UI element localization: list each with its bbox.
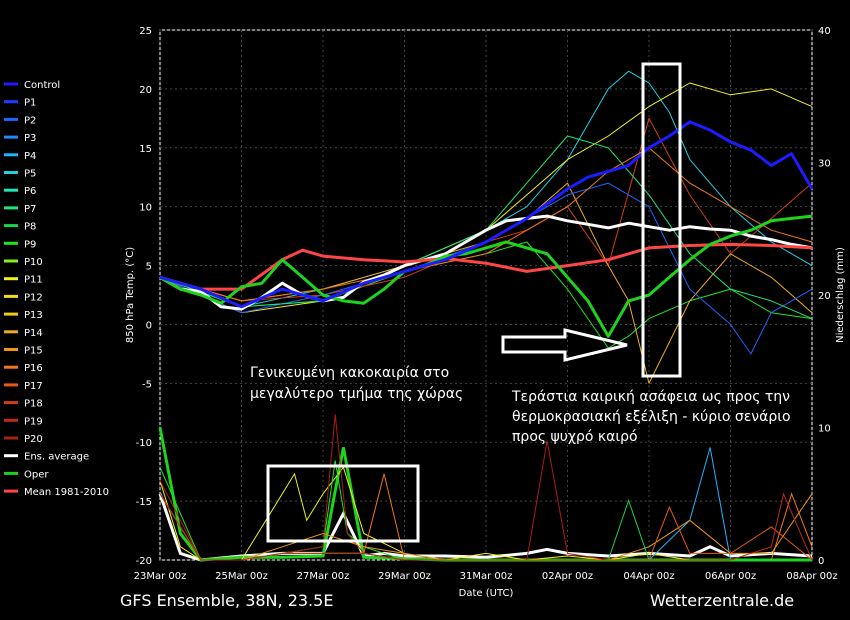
x-tick-label: 25Mar 00z <box>215 571 268 582</box>
x-tick-label: 31Mar 00z <box>460 571 513 582</box>
x-tick-label: 04Apr 00z <box>623 571 674 582</box>
y-left-ticks: 25 20 15 10 5 0 -5 -10 -15 -20 <box>136 26 152 567</box>
x-ticks: 23Mar 00z 25Mar 00z 27Mar 00z 29Mar 00z 31Ma… <box>134 571 838 582</box>
legend: Control P1 P2 P3 P4 P5 P6 P7 P8 P9 P10 P11 P12 P13 P14… <box>4 80 109 498</box>
legend-label: P9 <box>24 239 36 250</box>
legend-label: Ens. average <box>24 452 89 463</box>
legend-label: P14 <box>24 328 43 339</box>
annotation-right-line-3: προς ψυχρό καιρό <box>512 429 638 445</box>
y-left-tick-label: -5 <box>142 379 152 390</box>
y-right-tick-label: 0 <box>818 556 824 567</box>
y-right-tick-label: 40 <box>818 26 831 37</box>
legend-label: P10 <box>24 257 43 268</box>
precip-series <box>158 414 813 562</box>
temp-series-oper <box>159 214 813 338</box>
annotation-left-line-1: Γενικευμένη κακοκαιρία στο <box>250 365 449 381</box>
y-left-tick-label: 10 <box>139 203 152 214</box>
gridlines <box>159 29 813 561</box>
y-right-tick-label: 30 <box>818 159 831 170</box>
y-left-tick-label: -20 <box>136 556 152 567</box>
y-left-tick-label: -10 <box>136 438 152 449</box>
y-left-tick-label: 0 <box>146 320 152 331</box>
legend-label: P19 <box>24 416 43 427</box>
y-left-axis-title: 850 hPa Temp. (°C) <box>125 247 136 343</box>
legend-label: Control <box>24 80 60 91</box>
x-tick-label: 06Apr 00z <box>705 571 756 582</box>
x-tick-label: 27Mar 00z <box>297 571 350 582</box>
legend-label: P12 <box>24 292 43 303</box>
y-right-tick-label: 10 <box>818 424 831 435</box>
legend-label: P13 <box>24 310 43 321</box>
y-right-tick-label: 20 <box>818 291 831 302</box>
legend-label: P6 <box>24 186 36 197</box>
legend-label: P4 <box>24 151 36 162</box>
y-right-ticks: 40 30 20 10 0 <box>818 26 831 567</box>
legend-label: P8 <box>24 222 36 233</box>
annotation-left-line-2: μεγαλύτερο τμήμα της χώρας <box>250 386 463 402</box>
x-tick-label: 23Mar 00z <box>134 571 187 582</box>
x-tick-label: 08Apr 00z <box>786 571 837 582</box>
x-tick-label: 29Mar 00z <box>378 571 431 582</box>
legend-label: P3 <box>24 133 36 144</box>
y-left-tick-label: 20 <box>139 85 152 96</box>
y-left-tick-label: 5 <box>146 262 152 273</box>
legend-label: P18 <box>24 399 43 410</box>
temp-series-p16 <box>159 147 813 302</box>
precip-series-p19 <box>159 492 813 561</box>
legend-label: Mean 1981-2010 <box>24 487 109 498</box>
legend-label: P17 <box>24 381 43 392</box>
y-left-tick-label: 25 <box>139 26 152 37</box>
y-left-tick-label: -15 <box>136 497 152 508</box>
x-axis-title: Date (UTC) <box>459 588 514 599</box>
chart-title: Athens (GR) 850 hPa Temp. & Niederschlag… <box>155 4 715 23</box>
footer-right: Wetterzentrale.de <box>650 591 794 610</box>
arrow-icon <box>501 328 628 362</box>
x-tick-label: 02Apr 00z <box>542 571 593 582</box>
annotation-right-line-1: Τεράστια καιρική ασάφεια ως προς την <box>511 389 790 405</box>
y-left-tick-label: 15 <box>139 144 152 155</box>
temp-series-control <box>159 120 814 309</box>
annotation-right-line-2: θερμοκρασιακή εξέλιξη - κύριο σενάριο <box>512 409 791 425</box>
y-right-axis-title: Niederschlag (mm) <box>835 247 846 343</box>
legend-label: P2 <box>24 115 36 126</box>
legend-label: P5 <box>24 169 36 180</box>
legend-label: Oper <box>24 469 49 480</box>
uncertainty-highlight-box <box>641 62 682 378</box>
temp-series-mean-1981-2010 <box>159 242 813 291</box>
temp-series-ens-average <box>159 214 813 311</box>
legend-label: P15 <box>24 346 43 357</box>
footer-left: GFS Ensemble, 38N, 23.5E <box>120 591 333 610</box>
precip-highlight-box <box>266 464 420 543</box>
legend-label: P20 <box>24 434 43 445</box>
legend-label: P1 <box>24 98 36 109</box>
legend-label: P11 <box>24 275 43 286</box>
temp-series <box>159 70 814 384</box>
legend-label: P16 <box>24 363 43 374</box>
legend-label: P7 <box>24 204 36 215</box>
